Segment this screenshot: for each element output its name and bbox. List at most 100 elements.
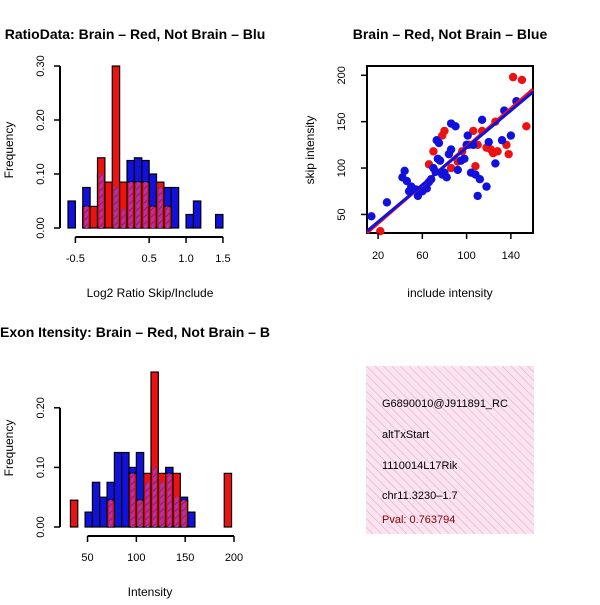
- point-blue: [497, 136, 507, 145]
- info-gene: 1110014L17Rik: [382, 460, 458, 472]
- point-blue: [460, 154, 469, 163]
- info-panel-background: [366, 366, 534, 534]
- intensity-scatter-xlabel: include intensity: [407, 286, 492, 300]
- bar-blue: [214, 213, 224, 229]
- point-blue: [491, 159, 500, 168]
- y-tick-label: 200: [336, 66, 348, 84]
- point-blue: [473, 191, 482, 201]
- x-tick-label: 1.5: [215, 253, 230, 265]
- bar-blue: [84, 511, 94, 528]
- ratio-histogram-panel: RatioData: Brain – Red, Not Brain – Blu …: [2, 26, 265, 300]
- point-blue: [475, 174, 485, 184]
- x-tick-label: 0.5: [142, 253, 157, 265]
- bar-overlap: [158, 187, 162, 228]
- point-red: [508, 72, 518, 82]
- bar-blue: [121, 451, 130, 528]
- y-tick-label: 150: [336, 112, 348, 130]
- point-red: [493, 147, 502, 156]
- info-panel: G6890010@J911891_RC altTxStart 1110014L1…: [366, 366, 534, 534]
- intensity-scatter-plot-box: [366, 65, 534, 234]
- ratio-histogram-bars: [67, 65, 224, 229]
- bar-overlap: [174, 497, 179, 527]
- fit-line-blue: [366, 90, 534, 233]
- bar-blue: [170, 186, 180, 229]
- point-blue: [367, 212, 376, 221]
- intensity-histogram-bars: [69, 371, 233, 528]
- point-red: [440, 126, 449, 136]
- bar-blue: [91, 481, 101, 528]
- point-blue: [484, 137, 493, 147]
- bar-red: [69, 499, 79, 528]
- point-blue: [451, 122, 460, 131]
- y-tick-label: 0.30: [35, 55, 47, 76]
- bar-overlap: [84, 206, 89, 228]
- point-blue: [463, 131, 472, 140]
- x-tick-label: 1.0: [178, 253, 193, 265]
- info-event-type: altTxStart: [382, 429, 429, 441]
- ratio-histogram-ylabel: Frequency: [2, 122, 16, 179]
- intensity-scatter-points: [366, 72, 534, 236]
- intensity-histogram-axes: 50 100 150 200 0.00 0.10 0.20: [35, 397, 243, 564]
- bar-blue: [113, 451, 123, 528]
- point-red: [446, 163, 456, 173]
- intensity-histogram-panel: Exon Itensity: Brain – Red, Not Brain – …: [0, 324, 270, 599]
- intensity-histogram-xlabel: Intensity: [128, 585, 173, 599]
- bar-red: [223, 472, 233, 528]
- bar-red: [104, 181, 113, 229]
- ratio-histogram-xlabel: Log2 Ratio Skip/Include: [87, 286, 214, 300]
- intensity-scatter-panel: Brain – Red, Not Brain – Blue include in…: [303, 26, 547, 300]
- y-tick-label: 50: [336, 208, 348, 220]
- bar-overlap: [136, 182, 140, 228]
- intensity-histogram-ylabel: Frequency: [2, 420, 16, 477]
- bar-blue: [99, 496, 108, 528]
- bar-overlap: [121, 209, 126, 228]
- y-tick-label: 100: [336, 159, 348, 177]
- bar-blue: [185, 213, 195, 229]
- bar-overlap: [153, 467, 157, 527]
- point-red: [522, 122, 531, 131]
- point-blue: [453, 165, 462, 175]
- point-blue: [477, 115, 487, 125]
- ratio-histogram-axes: -0.5 0.5 1.0 1.5 0.00 0.10 0.20 0.30: [35, 55, 231, 265]
- point-red: [471, 162, 480, 171]
- y-tick-label: 0.20: [35, 109, 47, 130]
- bar-red: [89, 205, 99, 229]
- bar-overlap: [138, 500, 142, 527]
- intensity-scatter-ylabel: skip intensity: [303, 116, 317, 185]
- bar-overlap: [182, 500, 186, 527]
- bar-overlap: [109, 500, 113, 527]
- bar-overlap: [99, 174, 103, 228]
- x-tick-label: 20: [372, 250, 384, 262]
- x-tick-label: 100: [457, 250, 475, 262]
- bar-overlap: [145, 482, 149, 527]
- point-blue: [482, 182, 491, 191]
- bar-overlap: [151, 206, 155, 228]
- bar-overlap: [160, 482, 164, 527]
- x-tick-label: 50: [81, 552, 93, 564]
- info-pval: Pval: 0.763794: [382, 514, 455, 526]
- intensity-scatter-axes: 20 60 100 140 50 100 150 200: [336, 66, 520, 262]
- y-tick-label: 0.20: [35, 397, 47, 418]
- point-blue: [435, 156, 445, 165]
- x-tick-label: 60: [416, 250, 428, 262]
- point-blue: [382, 198, 392, 207]
- point-red: [429, 147, 438, 156]
- bar-overlap: [114, 187, 118, 228]
- x-tick-label: -0.5: [66, 253, 85, 265]
- x-tick-label: 100: [127, 552, 145, 564]
- bar-overlap: [167, 473, 171, 527]
- point-blue: [446, 145, 456, 154]
- bar-overlap: [129, 182, 133, 228]
- intensity-histogram-title: Exon Itensity: Brain – Red, Not Brain – …: [0, 324, 270, 340]
- info-location: chr11.3230–1.7: [382, 490, 458, 502]
- x-tick-label: 200: [225, 552, 243, 564]
- info-probe-id: G6890010@J911891_RC: [382, 398, 508, 410]
- point-blue: [506, 131, 516, 140]
- point-red: [469, 126, 478, 136]
- point-red: [504, 149, 513, 159]
- bar-overlap: [131, 473, 135, 527]
- point-red: [517, 75, 527, 85]
- y-tick-label: 0.10: [35, 163, 47, 184]
